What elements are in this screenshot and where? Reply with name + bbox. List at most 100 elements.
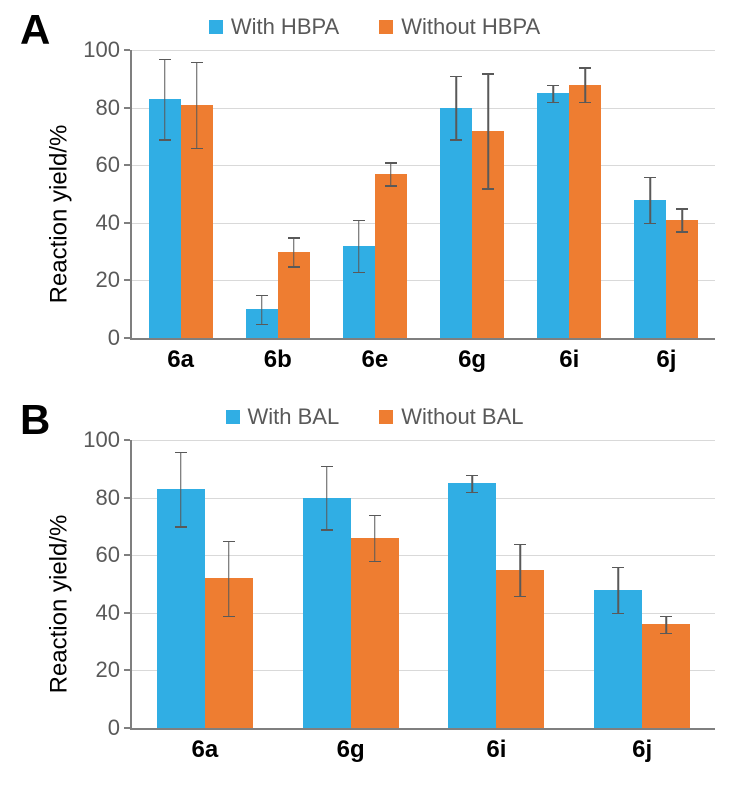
y-tick <box>124 279 130 281</box>
y-tick-label: 40 <box>96 600 120 626</box>
gridline <box>132 50 715 51</box>
errorbar-cap <box>385 185 397 187</box>
errorbar-cap <box>369 561 381 563</box>
gridline <box>132 280 715 281</box>
y-tick <box>124 439 130 441</box>
errorbar-cap <box>191 62 203 64</box>
panel-b-legend: With BAL Without BAL <box>20 404 729 430</box>
errorbar-cap <box>353 272 365 274</box>
errorbar-cap <box>223 616 235 618</box>
errorbar <box>358 220 360 272</box>
bar <box>642 624 690 728</box>
legend-label: Without BAL <box>401 404 523 430</box>
errorbar <box>520 544 522 596</box>
errorbar <box>228 541 230 616</box>
bar <box>351 538 399 728</box>
y-tick <box>124 612 130 614</box>
gridline <box>132 223 715 224</box>
legend-label: Without HBPA <box>401 14 540 40</box>
y-tick <box>124 669 130 671</box>
errorbar <box>650 177 652 223</box>
errorbar-cap <box>644 223 656 225</box>
bar <box>440 108 472 338</box>
errorbar <box>261 295 263 324</box>
errorbar-cap <box>159 59 171 61</box>
gridline <box>132 555 715 556</box>
legend-label: With HBPA <box>231 14 339 40</box>
errorbar-cap <box>547 102 559 104</box>
legend-item-without-hbpa: Without HBPA <box>379 14 540 40</box>
errorbar-cap <box>612 567 624 569</box>
y-tick <box>124 337 130 339</box>
x-tick-label: 6i <box>559 346 579 374</box>
x-tick-label: 6i <box>486 736 506 764</box>
errorbar-cap <box>288 266 300 268</box>
gridline <box>132 440 715 441</box>
panel-b-plot-area: 0204060801006a6g6i6j <box>130 440 715 730</box>
errorbar-cap <box>660 616 672 618</box>
errorbar <box>326 466 328 529</box>
errorbar <box>293 237 295 266</box>
errorbar <box>487 73 489 188</box>
panel-a-legend: With HBPA Without HBPA <box>20 14 729 40</box>
errorbar-cap <box>676 208 688 210</box>
errorbar-cap <box>644 177 656 179</box>
errorbar <box>585 67 587 102</box>
errorbar-cap <box>612 613 624 615</box>
errorbar-cap <box>547 85 559 87</box>
legend-item-with-hbpa: With HBPA <box>209 14 339 40</box>
errorbar <box>164 59 166 140</box>
errorbar-cap <box>579 102 591 104</box>
errorbar-cap <box>482 188 494 190</box>
errorbar-cap <box>514 596 526 598</box>
y-tick-label: 20 <box>96 657 120 683</box>
y-tick-label: 80 <box>96 95 120 121</box>
errorbar <box>196 62 198 148</box>
errorbar <box>665 616 667 633</box>
gridline <box>132 498 715 499</box>
errorbar <box>682 208 684 231</box>
legend-swatch-icon <box>379 410 393 424</box>
y-tick-label: 100 <box>83 427 120 453</box>
errorbar-cap <box>660 633 672 635</box>
y-tick <box>124 727 130 729</box>
errorbar-cap <box>450 76 462 78</box>
bar <box>569 85 601 338</box>
errorbar-cap <box>191 148 203 150</box>
errorbar-cap <box>256 295 268 297</box>
panel-a-plot-area: 0204060801006a6b6e6g6i6j <box>130 50 715 340</box>
legend-swatch-icon <box>226 410 240 424</box>
errorbar-cap <box>514 544 526 546</box>
y-tick <box>124 164 130 166</box>
panel-b-y-axis-title: Reaction yield/% <box>45 515 73 694</box>
errorbar-cap <box>466 475 478 477</box>
errorbar-cap <box>159 139 171 141</box>
x-tick-label: 6a <box>167 346 194 374</box>
y-tick-label: 60 <box>96 542 120 568</box>
legend-swatch-icon <box>379 20 393 34</box>
bar <box>537 93 569 338</box>
errorbar-cap <box>369 515 381 517</box>
y-tick <box>124 497 130 499</box>
errorbar-cap <box>579 67 591 69</box>
panel-a-y-axis-title: Reaction yield/% <box>45 125 73 304</box>
x-tick-label: 6b <box>264 346 292 374</box>
bar <box>303 498 351 728</box>
gridline <box>132 108 715 109</box>
y-tick <box>124 49 130 51</box>
errorbar-cap <box>482 73 494 75</box>
legend-label: With BAL <box>248 404 340 430</box>
y-tick-label: 60 <box>96 152 120 178</box>
bar <box>666 220 698 338</box>
errorbar <box>617 567 619 613</box>
errorbar <box>180 452 182 527</box>
y-tick-label: 80 <box>96 485 120 511</box>
errorbar-cap <box>175 452 187 454</box>
x-tick-label: 6a <box>192 736 219 764</box>
errorbar-cap <box>223 541 235 543</box>
errorbar-cap <box>288 237 300 239</box>
errorbar-cap <box>385 162 397 164</box>
panel-a: A With HBPA Without HBPA Reaction yield/… <box>20 10 729 390</box>
panel-b: B With BAL Without BAL Reaction yield/% … <box>20 400 729 780</box>
errorbar <box>374 515 376 561</box>
